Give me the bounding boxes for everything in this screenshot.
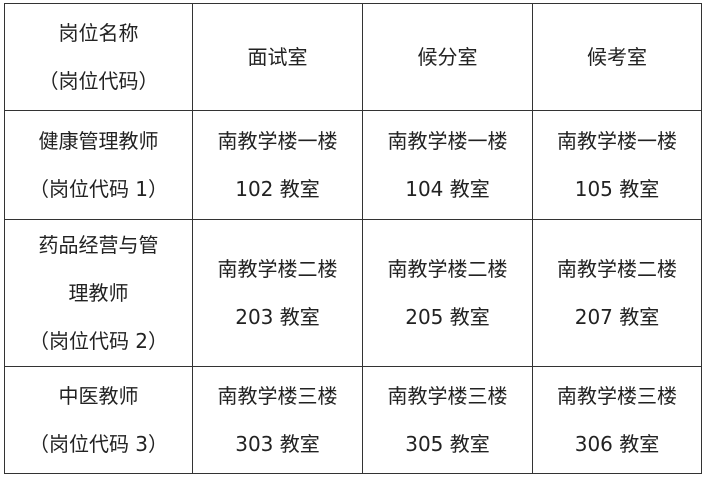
header-interview-room: 面试室 [192, 3, 363, 111]
building-floor: 南教学楼二楼 [387, 257, 508, 281]
room-number: 203 教室 [235, 305, 320, 329]
candidate-room-cell: 南教学楼三楼 306 教室 [532, 366, 702, 474]
interview-room-cell: 南教学楼一楼 102 教室 [192, 110, 363, 220]
room-number: 102 教室 [235, 177, 320, 201]
table-row: 中医教师 （岗位代码 3） 南教学楼三楼 303 教室 南教学楼三楼 305 教… [4, 366, 702, 474]
position-code: （岗位代码 3） [28, 432, 169, 456]
room-number: 305 教室 [405, 432, 490, 456]
waiting-room-cell: 南教学楼三楼 305 教室 [362, 366, 533, 474]
building-floor: 南教学楼一楼 [387, 129, 508, 153]
header-position: 岗位名称 （岗位代码） [4, 3, 193, 111]
header-row: 岗位名称 （岗位代码） 面试室 候分室 候考室 [4, 3, 702, 111]
position-name-cont: 理教师 [68, 281, 129, 305]
room-number: 105 教室 [574, 177, 660, 201]
table-row: 药品经营与管 理教师 （岗位代码 2） 南教学楼二楼 203 教室 南教学楼二楼… [4, 219, 702, 367]
header-candidate-room: 候考室 [532, 3, 702, 111]
building-floor: 南教学楼二楼 [557, 257, 677, 281]
building-floor: 南教学楼一楼 [557, 129, 677, 153]
building-floor: 南教学楼三楼 [387, 384, 508, 408]
waiting-room-cell: 南教学楼二楼 205 教室 [362, 219, 533, 367]
interview-room-cell: 南教学楼二楼 203 教室 [192, 219, 363, 367]
position-cell: 健康管理教师 （岗位代码 1） [4, 110, 193, 220]
position-cell: 药品经营与管 理教师 （岗位代码 2） [4, 219, 193, 367]
building-floor: 南教学楼一楼 [217, 129, 338, 153]
room-number: 205 教室 [405, 305, 490, 329]
room-number: 104 教室 [405, 177, 490, 201]
building-floor: 南教学楼三楼 [217, 384, 338, 408]
room-assignment-table: 岗位名称 （岗位代码） 面试室 候分室 候考室 健康管理教师 （岗位代码 1） … [4, 3, 702, 474]
position-name: 健康管理教师 [38, 129, 159, 153]
building-floor: 南教学楼三楼 [557, 384, 677, 408]
interview-room-cell: 南教学楼三楼 303 教室 [192, 366, 363, 474]
position-code: （岗位代码 1） [28, 177, 169, 201]
room-number: 303 教室 [235, 432, 320, 456]
room-number: 207 教室 [574, 305, 660, 329]
position-name: 药品经营与管 [38, 233, 159, 257]
waiting-room-cell: 南教学楼一楼 104 教室 [362, 110, 533, 220]
building-floor: 南教学楼二楼 [217, 257, 338, 281]
header-position-code: （岗位代码） [38, 69, 159, 93]
position-code: （岗位代码 2） [28, 329, 169, 353]
header-waiting-room: 候分室 [362, 3, 533, 111]
position-cell: 中医教师 （岗位代码 3） [4, 366, 193, 474]
position-name: 中医教师 [58, 384, 139, 408]
candidate-room-cell: 南教学楼一楼 105 教室 [532, 110, 702, 220]
table-row: 健康管理教师 （岗位代码 1） 南教学楼一楼 102 教室 南教学楼一楼 104… [4, 110, 702, 220]
room-number: 306 教室 [574, 432, 660, 456]
candidate-room-cell: 南教学楼二楼 207 教室 [532, 219, 702, 367]
header-position-name: 岗位名称 [58, 21, 139, 45]
